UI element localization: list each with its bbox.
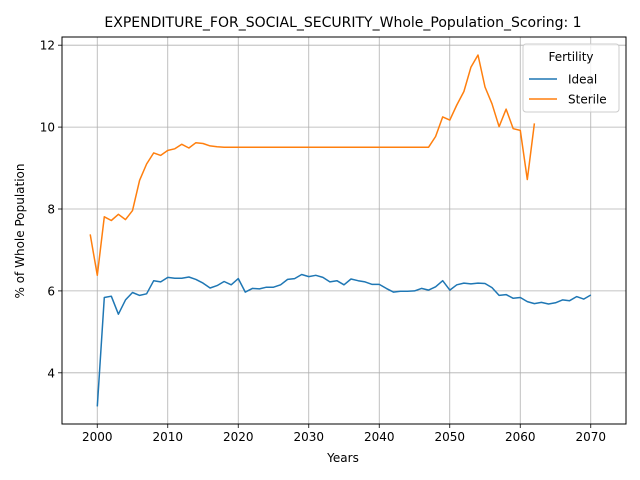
series-lines xyxy=(89,54,592,407)
legend: Fertility Ideal Sterile xyxy=(522,43,620,113)
x-tick-label: 2040 xyxy=(364,430,395,444)
x-tick-label: 2010 xyxy=(152,430,183,444)
y-tick-label: 12 xyxy=(40,39,55,53)
x-tick-label: 2000 xyxy=(82,430,113,444)
y-tick-label: 4 xyxy=(47,366,55,380)
x-axis-ticks: 2000 2010 2020 2030 2040 2050 2060 2070 xyxy=(82,424,606,444)
x-tick-label: 2060 xyxy=(505,430,536,444)
y-tick-label: 6 xyxy=(47,284,55,298)
x-tick-label: 2020 xyxy=(223,430,254,444)
x-tick-label: 2030 xyxy=(293,430,324,444)
plot-frame xyxy=(61,36,627,425)
series-line-ideal xyxy=(96,273,592,407)
y-tick-label: 8 xyxy=(47,203,55,217)
series-line-sterile xyxy=(89,54,536,277)
legend-box xyxy=(522,43,620,113)
y-axis-label: % of Whole Population xyxy=(13,164,27,299)
x-tick-label: 2050 xyxy=(434,430,465,444)
y-tick-label: 10 xyxy=(40,121,55,135)
legend-label-sterile: Sterile xyxy=(568,93,607,107)
x-tick-label: 2070 xyxy=(575,430,606,444)
y-axis-ticks: 4 6 8 10 12 xyxy=(40,39,62,380)
legend-label-ideal: Ideal xyxy=(568,73,597,87)
chart-title: EXPENDITURE_FOR_SOCIAL_SECURITY_Whole_Po… xyxy=(104,15,581,31)
legend-title: Fertility xyxy=(548,50,593,64)
x-axis-label: Years xyxy=(326,451,359,465)
